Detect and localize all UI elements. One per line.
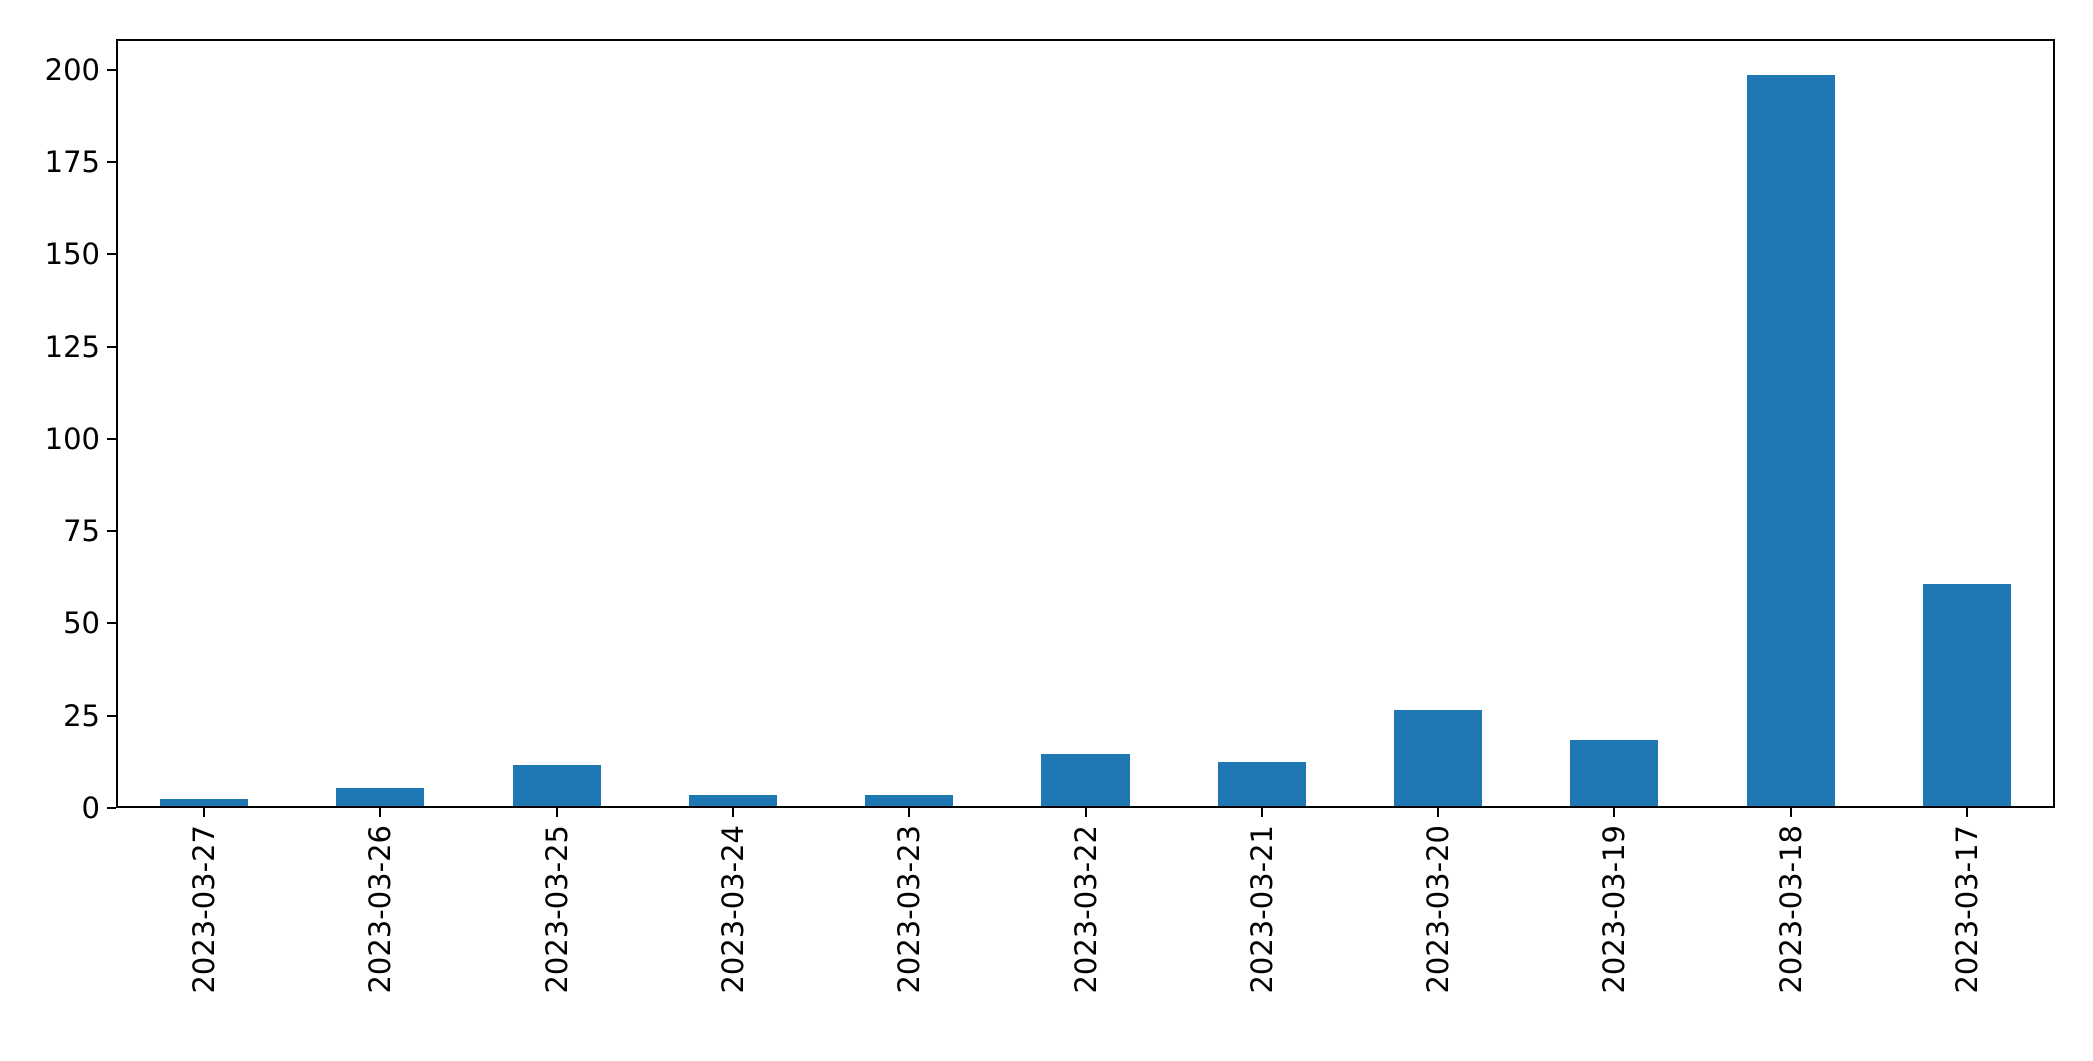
y-tick-label: 175 xyxy=(44,144,100,179)
x-tick-mark xyxy=(1260,808,1263,817)
x-tick-mark xyxy=(1789,808,1792,817)
bar xyxy=(1746,75,1835,806)
plot-area xyxy=(116,39,2055,808)
x-tick-mark xyxy=(379,808,382,817)
x-tick-mark xyxy=(1965,808,1968,817)
x-tick-label: 2023-03-21 xyxy=(1242,825,1282,1061)
x-tick-mark xyxy=(1613,808,1616,817)
bar xyxy=(1922,584,2011,806)
x-tick-label: 2023-03-26 xyxy=(360,825,400,1061)
y-tick-label: 0 xyxy=(81,791,100,825)
y-tick-mark xyxy=(107,437,116,440)
y-tick-mark xyxy=(107,253,116,256)
x-tick-label: 2023-03-25 xyxy=(537,825,577,1061)
x-tick-label-text: 2023-03-22 xyxy=(1068,825,1103,994)
x-tick-label-text: 2023-03-21 xyxy=(1244,825,1279,994)
y-tick-label: 150 xyxy=(44,237,100,272)
y-tick-mark xyxy=(107,807,116,809)
x-tick-label: 2023-03-22 xyxy=(1066,825,1106,1061)
y-tick-mark xyxy=(107,160,116,163)
x-tick-label-text: 2023-03-25 xyxy=(539,825,574,994)
x-tick-label-text: 2023-03-23 xyxy=(892,825,927,994)
y-tick-mark xyxy=(107,530,116,533)
x-tick-label-text: 2023-03-20 xyxy=(1421,825,1456,994)
y-tick-mark xyxy=(107,345,116,348)
bar xyxy=(865,794,954,806)
x-tick-label-text: 2023-03-27 xyxy=(187,825,222,994)
x-tick-mark xyxy=(908,808,911,817)
y-tick-label: 50 xyxy=(63,606,100,641)
x-tick-mark xyxy=(731,808,734,817)
x-tick-label: 2023-03-20 xyxy=(1418,825,1458,1061)
bar xyxy=(1393,710,1483,806)
y-tick-label: 75 xyxy=(63,514,100,549)
x-tick-label-text: 2023-03-26 xyxy=(363,825,398,994)
bar xyxy=(1041,754,1130,806)
y-tick-mark xyxy=(107,714,116,717)
x-tick-label-text: 2023-03-19 xyxy=(1597,825,1632,994)
x-tick-label: 2023-03-23 xyxy=(889,825,929,1061)
x-tick-label-text: 2023-03-18 xyxy=(1773,825,1808,994)
x-tick-label: 2023-03-18 xyxy=(1771,825,1811,1061)
bar xyxy=(160,798,249,806)
x-tick-label-text: 2023-03-24 xyxy=(715,825,750,994)
bar xyxy=(512,765,601,806)
y-tick-label: 100 xyxy=(44,421,100,456)
bar xyxy=(336,787,425,806)
x-tick-mark xyxy=(203,808,206,817)
y-tick-mark xyxy=(107,68,116,71)
y-tick-label: 25 xyxy=(63,698,100,733)
x-tick-label-text: 2023-03-17 xyxy=(1949,825,1984,994)
x-tick-label: 2023-03-27 xyxy=(184,825,224,1061)
x-tick-label: 2023-03-19 xyxy=(1594,825,1634,1061)
y-tick-mark xyxy=(107,622,116,625)
x-tick-mark xyxy=(555,808,558,817)
x-tick-mark xyxy=(1084,808,1087,817)
x-tick-label: 2023-03-17 xyxy=(1947,825,1987,1061)
x-tick-mark xyxy=(1437,808,1440,817)
bar xyxy=(1570,739,1659,806)
y-tick-label: 200 xyxy=(44,52,100,87)
y-tick-label: 125 xyxy=(44,329,100,364)
bar xyxy=(688,794,777,806)
bar xyxy=(1217,761,1306,806)
x-tick-label: 2023-03-24 xyxy=(713,825,753,1061)
